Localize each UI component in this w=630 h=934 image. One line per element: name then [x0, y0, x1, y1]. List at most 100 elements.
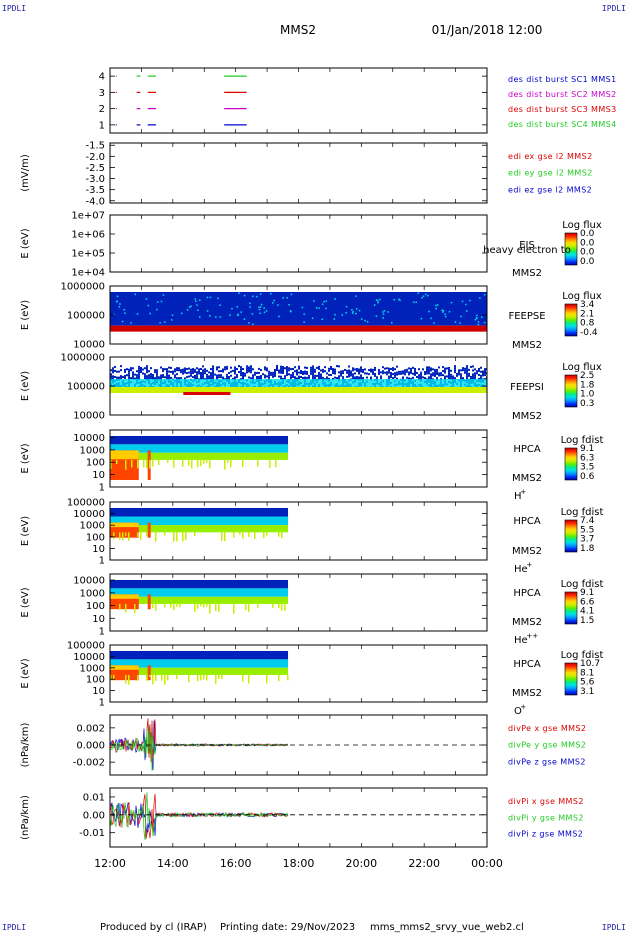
colorbar-tick-label: 5.5 [580, 525, 594, 535]
spectrogram-cell [360, 366, 362, 369]
spectrogram-speckle [252, 323, 254, 326]
colorbar-tick-label: 2.1 [580, 309, 594, 319]
spectrogram-speckle [243, 318, 246, 320]
spectrogram-cell [260, 377, 262, 380]
spectrogram-cell [470, 365, 472, 368]
spectrogram-cell [236, 374, 238, 377]
spectrogram-cell [464, 369, 466, 372]
spectrogram-cell [166, 374, 168, 377]
spectrogram-cell [120, 365, 122, 368]
spectrogram-cell [260, 369, 262, 372]
colorbar-tick-label: 7.4 [580, 516, 595, 526]
spectrogram-fringe [197, 459, 199, 468]
spectrogram-cell [310, 366, 312, 369]
y-tick-label: 1e+07 [71, 211, 105, 222]
spectrogram-cell [268, 374, 270, 377]
spectrogram-cell [196, 375, 198, 378]
spectrogram-cell [182, 368, 184, 371]
spectrogram-cell [226, 373, 228, 376]
y-tick-label: 1000000 [60, 282, 105, 293]
spectrogram-cell [258, 375, 260, 378]
spectrogram-cell [444, 371, 446, 374]
spectrogram-speckle [255, 295, 258, 298]
spectrogram-cell [320, 373, 322, 376]
spectrogram-cell [162, 368, 164, 371]
spectrogram-cell [438, 372, 440, 375]
spectrogram-cell [466, 375, 468, 378]
colorbar-tick-label: 0.0 [580, 238, 595, 248]
spectrogram-cell [160, 376, 162, 379]
panel-content-3 [110, 292, 487, 332]
spectrogram-cell [192, 376, 194, 379]
spectrogram-speckle [259, 312, 261, 315]
spectrogram-cell [424, 373, 426, 376]
spectrogram-cell [366, 376, 368, 379]
spectrogram-cell [458, 369, 460, 372]
spectrogram-speckle [171, 314, 174, 316]
spectrogram-fringe [197, 603, 199, 609]
spectrogram-band-low-energy [110, 596, 289, 604]
spectrogram-cell [222, 368, 224, 371]
spectrogram-cell [136, 376, 138, 379]
spectrogram-cell [288, 367, 290, 370]
spectrogram-cell [300, 370, 302, 373]
spectrogram-cell [280, 369, 282, 372]
colorbar-7 [564, 591, 578, 625]
spectrogram-speckle [450, 301, 453, 304]
spectrogram-speckle [303, 313, 305, 316]
spectrogram-cell [304, 366, 306, 369]
spectrogram-cell [126, 374, 128, 377]
colorbar-tick-label: 1.0 [580, 390, 595, 400]
spectrogram-cell [190, 370, 192, 373]
y-tick-label: -1.5 [85, 141, 105, 152]
spectrogram-fringe [206, 459, 208, 463]
spectrogram-fringe [173, 459, 175, 468]
spectrogram-cell [192, 370, 194, 373]
spectrogram-cell [200, 371, 202, 374]
spectrogram-fringe [233, 532, 235, 538]
spectrogram-band-high [110, 387, 487, 393]
spectrogram-cell [208, 377, 210, 380]
spectrogram-cell [428, 366, 430, 369]
y-axis-label-2: E (eV) [20, 228, 31, 258]
panel-content-8 [110, 651, 289, 685]
spectrogram-speckle [116, 295, 119, 298]
spectrogram-cell [420, 377, 422, 380]
spectrogram-speckle [288, 304, 290, 306]
spectrogram-cell [272, 373, 274, 376]
spectrogram-cell [452, 377, 454, 380]
panel-content-4 [110, 365, 487, 395]
spectrogram-cell [460, 373, 462, 376]
spectrogram-cell [246, 371, 248, 374]
panel-content-10 [110, 792, 289, 841]
spectrogram-cell [208, 375, 210, 378]
spectrogram-fringe [146, 459, 148, 469]
colorbar-tick-label: 3.1 [580, 687, 594, 697]
spectrogram-cell [356, 375, 358, 378]
spectrogram-cell [162, 370, 164, 373]
colorbar-tick-label: -0.4 [580, 328, 598, 338]
spectrogram-fringe [152, 459, 154, 467]
spectrogram-cell [264, 376, 266, 379]
spectrogram-cell [112, 369, 114, 372]
spectrogram-cell [264, 374, 266, 377]
spectrogram-cell [144, 373, 146, 376]
y-axis-label-3: E (eV) [20, 300, 31, 330]
colorbar-tick-label: 5.6 [580, 678, 595, 688]
spectrogram-cell [416, 371, 418, 374]
spectrogram-cell [348, 365, 350, 368]
spectrogram-cell [152, 374, 154, 377]
spectrogram-speckle [474, 318, 477, 321]
spectrogram-cell [420, 375, 422, 378]
spectrogram-cell [460, 377, 462, 380]
spectrogram-speckle [382, 317, 384, 319]
series-line-divPe-x-gse-MMS2 [110, 718, 288, 763]
y-tick-label: -0.01 [79, 828, 105, 839]
spectrogram-fringe [173, 603, 175, 611]
spectrogram-cell [472, 373, 474, 376]
y-tick-label: 100 [86, 601, 105, 612]
instrument-label-6: HPCA [513, 516, 541, 527]
spectrogram-cell [350, 374, 352, 377]
y-axis-label-1: (mV/m) [20, 154, 31, 192]
spectrogram-speckle [373, 304, 376, 306]
